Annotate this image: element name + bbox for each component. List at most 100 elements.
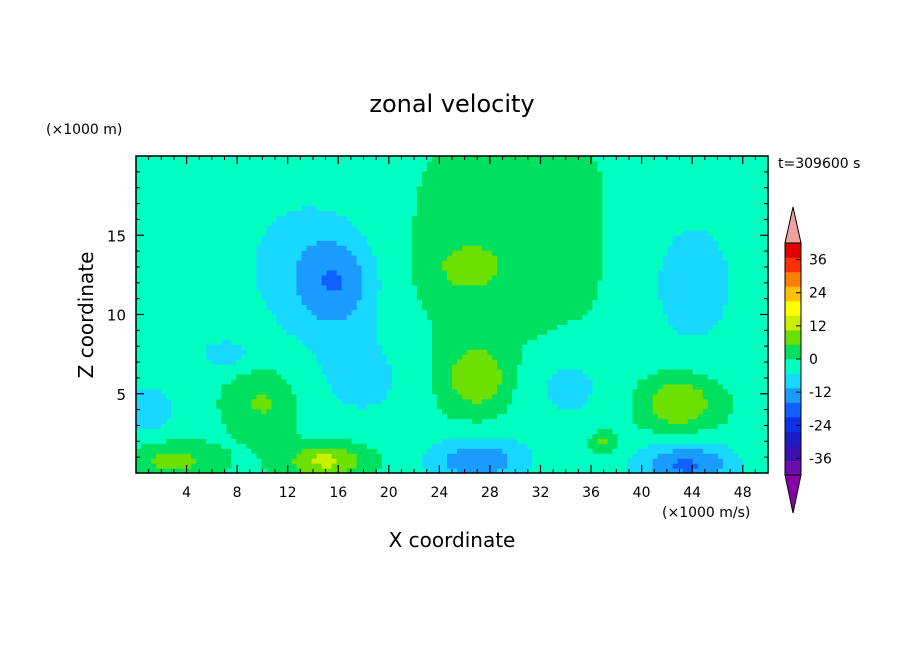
field-cell <box>281 264 288 271</box>
field-cell <box>241 195 247 202</box>
field-cell <box>502 156 508 162</box>
field-cell <box>381 210 388 217</box>
field-cell <box>467 210 473 217</box>
field-cell <box>502 418 508 425</box>
field-cell <box>462 344 468 350</box>
field-cell <box>176 160 182 167</box>
field-cell <box>196 428 202 434</box>
field-cell <box>186 463 192 469</box>
field-cell <box>406 373 413 380</box>
field-cell <box>351 260 358 266</box>
field-cell <box>236 393 242 400</box>
field-cell <box>512 230 518 236</box>
field-cell <box>151 245 157 251</box>
field-cell <box>517 279 523 286</box>
field-cell <box>201 453 207 459</box>
field-cell <box>151 354 157 360</box>
field-cell <box>351 245 358 251</box>
field-cell <box>141 200 147 207</box>
field-cell <box>497 329 503 335</box>
field-cell <box>151 413 157 420</box>
field-cell <box>281 269 288 276</box>
field-cell <box>386 195 393 202</box>
field-cell <box>497 205 503 212</box>
field-cell <box>391 245 398 251</box>
field-cell <box>196 373 202 380</box>
field-cell <box>436 260 443 266</box>
field-cell <box>411 289 418 296</box>
field-cell <box>502 398 508 405</box>
field-cell <box>446 210 453 217</box>
field-cell <box>226 393 232 400</box>
field-cell <box>467 260 473 266</box>
field-cell <box>467 398 473 405</box>
field-cell <box>171 264 177 271</box>
field-cell <box>452 240 458 246</box>
field-cell <box>431 299 438 306</box>
field-cell <box>276 418 283 425</box>
field-cell <box>446 433 453 439</box>
field-cell <box>457 205 463 212</box>
field-cell <box>492 364 498 370</box>
field-cell <box>176 443 182 449</box>
field-cell <box>512 463 518 469</box>
field-cell <box>376 235 383 241</box>
field-cell <box>291 165 298 172</box>
field-cell <box>426 289 433 296</box>
field-cell <box>366 180 373 187</box>
field-cell <box>171 210 177 217</box>
field-cell <box>276 195 283 202</box>
field-cell <box>391 255 398 261</box>
field-cell <box>401 359 408 365</box>
field-cell <box>356 393 363 400</box>
field-cell <box>341 160 348 167</box>
field-cell <box>321 403 328 410</box>
field-cell <box>391 190 398 197</box>
field-cell <box>301 458 308 464</box>
field-cell <box>281 314 288 321</box>
field-cell <box>286 205 293 212</box>
field-cell <box>512 165 518 172</box>
field-cell <box>346 274 353 281</box>
field-cell <box>497 438 503 444</box>
field-cell <box>336 423 343 430</box>
field-cell <box>186 433 192 439</box>
field-cell <box>161 339 167 345</box>
field-cell <box>351 294 358 301</box>
field-cell <box>527 448 533 454</box>
field-cell <box>246 284 252 291</box>
field-cell <box>166 220 172 226</box>
field-cell <box>406 428 413 434</box>
field-cell <box>256 284 262 291</box>
field-cell <box>371 284 378 291</box>
field-cell <box>186 453 192 459</box>
field-cell <box>326 393 333 400</box>
field-cell <box>371 364 378 370</box>
field-cell <box>191 393 197 400</box>
field-cell <box>436 339 443 345</box>
field-cell <box>326 413 333 420</box>
field-cell <box>171 205 177 212</box>
field-cell <box>497 364 503 370</box>
field-cell <box>256 160 262 167</box>
field-cell <box>512 453 518 459</box>
field-cell <box>441 324 448 330</box>
field-cell <box>181 220 187 226</box>
field-cell <box>416 378 423 385</box>
field-cell <box>281 458 288 464</box>
field-cell <box>346 180 353 187</box>
field-cell <box>166 289 172 296</box>
field-cell <box>136 443 142 449</box>
field-cell <box>156 398 162 405</box>
field-cell <box>261 264 268 271</box>
field-cell <box>522 225 528 231</box>
field-cell <box>386 200 393 207</box>
field-cell <box>136 398 142 405</box>
field-cell <box>161 289 167 296</box>
field-cell <box>201 245 207 251</box>
field-cell <box>196 319 202 325</box>
field-cell <box>366 458 373 464</box>
field-cell <box>146 210 152 217</box>
field-cell <box>136 165 142 172</box>
field-cell <box>376 423 383 430</box>
